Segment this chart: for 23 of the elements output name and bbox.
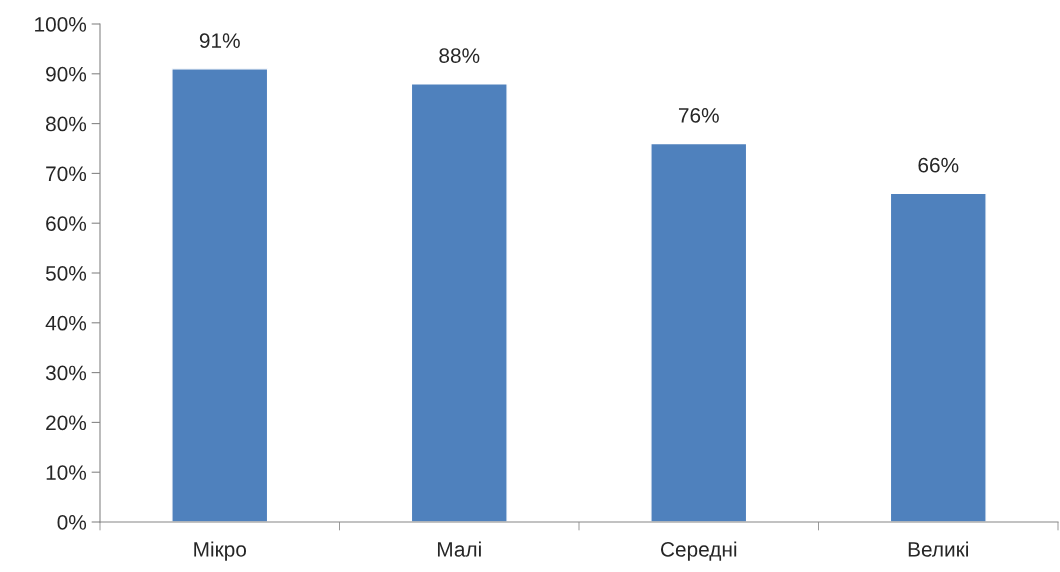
bar [171, 68, 269, 522]
data-label: 91% [199, 33, 240, 49]
data-label: 76% [678, 107, 719, 123]
y-tick-label: 100% [35, 17, 87, 32]
y-tick-label: 40% [45, 315, 87, 331]
data-label: 88% [439, 48, 480, 63]
y-tick-label: 90% [46, 66, 87, 82]
x-tick-label: Середні [661, 541, 737, 561]
bar [410, 83, 508, 522]
x-tick-label: Великі [908, 541, 969, 557]
y-tick-label: 0% [57, 515, 87, 530]
y-tick-label: 30% [45, 365, 87, 381]
bar [650, 142, 748, 522]
y-tick-label: 60% [46, 216, 87, 231]
y-tick-label: 70% [46, 166, 87, 182]
bar [889, 192, 987, 522]
y-tick-label: 10% [46, 465, 87, 480]
y-tick-label: 80% [46, 116, 87, 132]
x-tick-label: Мікро [194, 541, 247, 561]
y-tick-label: 50% [45, 266, 87, 281]
x-tick-label: Малі [437, 541, 481, 557]
data-label: 66% [918, 157, 959, 173]
y-tick-label: 20% [46, 415, 87, 431]
